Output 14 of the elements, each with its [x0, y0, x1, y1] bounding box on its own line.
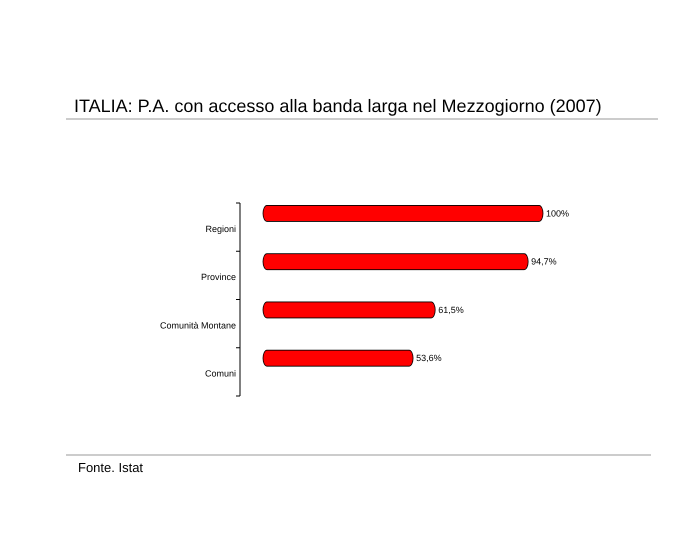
data-label: 100%	[546, 208, 570, 218]
bar	[262, 350, 414, 367]
y-tick-label: Comuni	[204, 368, 236, 379]
bar	[262, 205, 544, 222]
y-tick-label: Comunità Montane	[160, 320, 236, 330]
data-label: 53,6%	[416, 353, 442, 364]
data-label: 61,5%	[438, 304, 464, 315]
bar	[262, 302, 436, 318]
source-note: Fonte. Istat	[78, 460, 144, 475]
data-label: 94,7%	[531, 256, 557, 267]
chart-title: ITALIA: P.A. con accesso alla banda larga nel Mezzogiorno (2007)	[74, 96, 602, 116]
bar	[262, 253, 529, 270]
y-tick-label: Regioni	[205, 224, 236, 234]
y-tick-label: Province	[200, 272, 236, 282]
